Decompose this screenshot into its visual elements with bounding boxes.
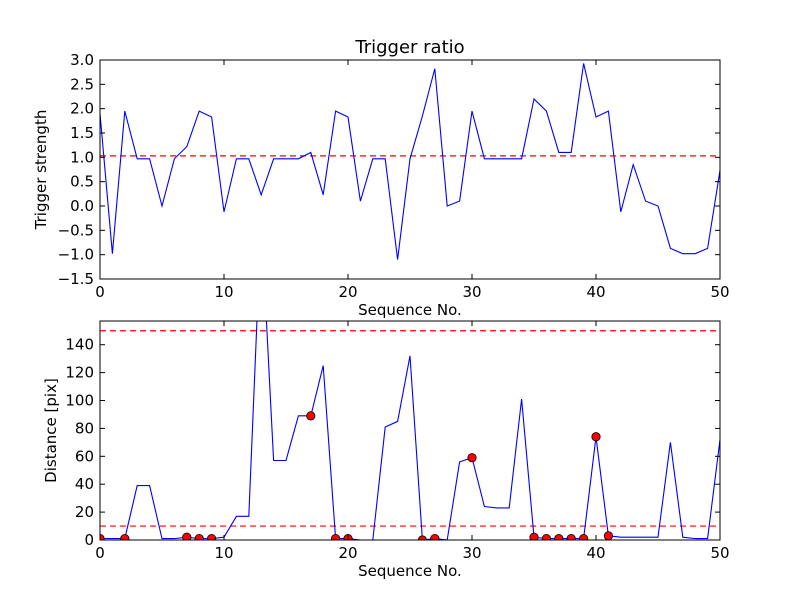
bottom-x-tick-label: 0	[95, 544, 105, 562]
bottom-y-tick-label: 20	[75, 503, 94, 521]
top-y-tick-label: −1.5	[58, 270, 94, 288]
bottom-y-tick-label: 80	[75, 419, 94, 437]
bottom-marker-point	[306, 411, 316, 421]
bottom-marker-point	[541, 534, 551, 540]
bottom-marker-point	[331, 534, 341, 540]
top-x-tick-label: 30	[462, 283, 481, 301]
bottom-x-tick-label: 20	[338, 544, 357, 562]
top-y-tick-label: −0.5	[58, 221, 94, 239]
top-plot-area	[100, 60, 720, 279]
bottom-data-layer	[100, 321, 720, 540]
bottom-y-tick-label: 60	[75, 447, 94, 465]
top-x-tick-label: 10	[214, 283, 233, 301]
bottom-y-tick-label: 40	[75, 475, 94, 493]
top-y-tick-label: 0.5	[70, 173, 94, 191]
bottom-marker-point	[603, 531, 613, 540]
bottom-y-axis-label: Distance [pix]	[42, 378, 60, 483]
top-data-layer	[100, 63, 720, 260]
bottom-marker-point	[566, 534, 576, 540]
top-y-tick-label: −1.0	[58, 246, 94, 264]
bottom-x-axis-label: Sequence No.	[358, 562, 462, 580]
top-y-tick-label: 1.5	[70, 124, 94, 142]
bottom-marker-point	[467, 453, 477, 463]
top-y-tick-label: 0.0	[70, 197, 94, 215]
bottom-y-tick-label: 100	[65, 392, 94, 410]
bottom-axes-frame	[99, 320, 721, 541]
bottom-marker-point	[430, 534, 440, 540]
top-y-tick-label: 3.0	[70, 51, 94, 69]
bottom-x-tick-label: 30	[462, 544, 481, 562]
bottom-marker-point	[120, 534, 130, 540]
bottom-marker-point	[591, 432, 601, 442]
bottom-marker-point	[529, 532, 539, 540]
top-axes-frame	[99, 59, 721, 280]
bottom-plot-area	[100, 321, 720, 540]
top-y-tick-label: 1.0	[70, 148, 94, 166]
top-series-line-0	[100, 63, 720, 260]
bottom-marker-point	[554, 534, 564, 540]
bottom-marker-point	[207, 534, 217, 540]
top-chart-title: Trigger ratio	[354, 37, 464, 58]
bottom-x-tick-label: 10	[214, 544, 233, 562]
top-x-tick-label: 40	[586, 283, 605, 301]
bottom-y-tick-label: 0	[84, 531, 94, 549]
bottom-marker-point	[194, 534, 204, 540]
top-x-axis-label: Sequence No.	[358, 301, 462, 319]
top-x-tick-label: 0	[95, 283, 105, 301]
top-y-axis-label: Trigger strength	[32, 110, 50, 231]
top-y-tick-label: 2.0	[70, 100, 94, 118]
top-y-tick-label: 2.5	[70, 75, 94, 93]
top-x-tick-label: 50	[710, 283, 729, 301]
bottom-x-tick-label: 40	[586, 544, 605, 562]
top-x-tick-label: 20	[338, 283, 357, 301]
bottom-marker-point	[182, 532, 192, 540]
bottom-marker-point	[579, 534, 589, 540]
bottom-x-tick-label: 50	[710, 544, 729, 562]
bottom-y-tick-label: 140	[65, 336, 94, 354]
bottom-y-tick-label: 120	[65, 364, 94, 382]
